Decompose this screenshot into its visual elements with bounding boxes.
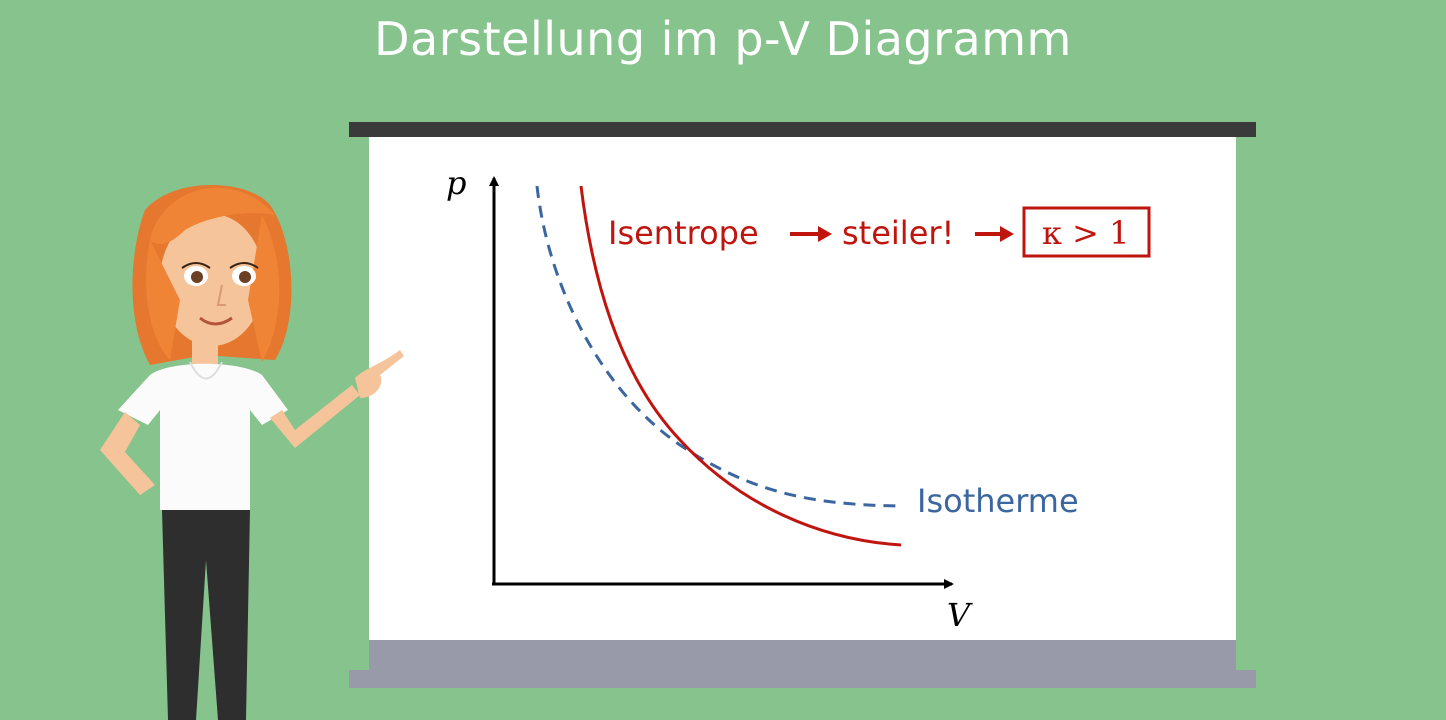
steiler-label: steiler! xyxy=(842,214,954,252)
isentrope-curve xyxy=(579,185,902,547)
kappa-label: κ > 1 xyxy=(1042,214,1130,252)
arrow-right-icon xyxy=(790,226,832,242)
projection-screen-base xyxy=(349,670,1256,688)
projection-screen-top-bar xyxy=(349,122,1256,137)
projection-screen xyxy=(369,137,1236,640)
isentrope-label: Isentrope xyxy=(608,214,759,252)
kappa-box xyxy=(1022,206,1151,258)
y-axis-label: p xyxy=(446,164,466,202)
isotherme-label: Isotherme xyxy=(917,482,1079,520)
projection-screen-bottom-bar xyxy=(369,640,1236,670)
arrow-right-icon xyxy=(975,226,1014,242)
isotherme-curve xyxy=(535,185,903,508)
x-axis-label: V xyxy=(947,596,973,634)
page-title: Darstellung im p-V Diagramm xyxy=(374,12,1072,66)
